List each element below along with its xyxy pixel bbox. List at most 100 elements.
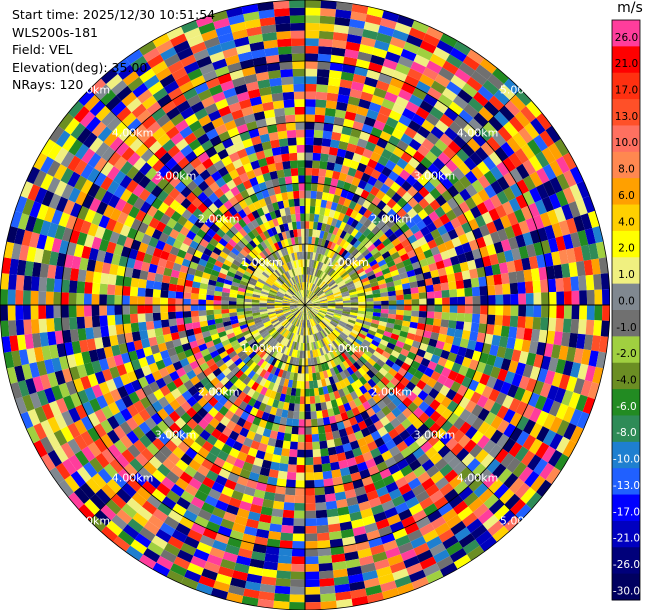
range-gate xyxy=(518,127,534,144)
range-gate xyxy=(302,282,305,290)
range-gate xyxy=(214,532,230,545)
range-gate xyxy=(196,228,207,239)
range-gate xyxy=(236,305,245,309)
range-gate xyxy=(301,290,304,298)
range-gate xyxy=(305,300,312,305)
range-gate xyxy=(365,14,382,26)
range-gate xyxy=(418,342,429,352)
start-time-label: Start time: 2025/12/30 10:51:54 xyxy=(12,7,216,22)
range-gate xyxy=(205,261,215,270)
range-gate xyxy=(138,278,147,289)
range-gate xyxy=(354,454,366,465)
range-gate xyxy=(543,252,554,267)
range-gate xyxy=(502,394,514,409)
range-gate xyxy=(401,213,412,224)
range-gate xyxy=(254,256,262,265)
range-gate xyxy=(266,62,281,72)
range-gate xyxy=(380,224,390,234)
range-gate xyxy=(369,366,379,376)
range-gate xyxy=(271,261,279,270)
range-gate xyxy=(111,344,121,357)
range-gate xyxy=(163,170,176,183)
range-gate xyxy=(89,398,102,413)
range-gate xyxy=(38,291,47,305)
range-gate xyxy=(269,339,277,347)
range-gate xyxy=(299,190,305,199)
range-gate xyxy=(187,168,200,181)
range-gate xyxy=(308,311,314,319)
range-gate xyxy=(141,384,154,397)
range-gate xyxy=(547,385,559,401)
range-gate xyxy=(393,324,402,331)
range-gate xyxy=(566,217,578,234)
range-gate xyxy=(305,510,317,519)
range-gate xyxy=(279,540,293,549)
range-gate xyxy=(16,259,27,276)
range-gate xyxy=(199,362,210,372)
range-gate xyxy=(358,43,375,55)
range-gate xyxy=(349,511,363,522)
range-gate xyxy=(305,38,319,47)
range-gate xyxy=(282,300,291,303)
range-gate xyxy=(161,476,176,491)
range-gate xyxy=(114,285,123,296)
range-gate xyxy=(96,347,107,361)
range-gate xyxy=(267,265,275,273)
range-gate xyxy=(87,373,99,387)
range-gate xyxy=(568,392,581,409)
range-gate xyxy=(434,235,445,247)
range-gate xyxy=(319,371,325,380)
range-gate xyxy=(486,221,498,234)
range-gate xyxy=(282,307,291,310)
range-gate xyxy=(524,316,534,329)
range-gate xyxy=(286,262,292,271)
range-gate xyxy=(330,331,338,339)
range-gate xyxy=(21,363,33,380)
range-gate xyxy=(364,76,379,88)
range-gate xyxy=(287,237,293,247)
range-gate xyxy=(18,244,30,261)
range-gate xyxy=(318,294,326,299)
range-gate xyxy=(176,549,194,563)
range-gate xyxy=(346,384,355,394)
range-gate xyxy=(322,264,328,272)
range-gate xyxy=(302,305,305,313)
range-gate xyxy=(307,350,311,359)
range-gate xyxy=(279,377,286,387)
range-gate xyxy=(170,434,183,447)
range-gate xyxy=(244,196,254,206)
range-gate xyxy=(373,297,382,302)
range-gate xyxy=(325,335,332,344)
range-gate xyxy=(394,502,409,514)
range-gate xyxy=(514,148,529,164)
range-gate xyxy=(237,240,246,249)
range-gate xyxy=(113,354,124,367)
range-gate xyxy=(301,244,305,252)
range-gate xyxy=(312,380,319,389)
range-gate xyxy=(359,130,371,142)
range-gate xyxy=(375,371,385,381)
range-gate xyxy=(129,458,144,473)
range-gate xyxy=(311,308,319,314)
range-gate xyxy=(105,499,122,515)
range-gate xyxy=(282,283,289,290)
range-gate xyxy=(239,540,255,552)
range-gate xyxy=(228,251,238,260)
range-gate xyxy=(174,180,187,193)
range-gate xyxy=(318,331,325,339)
range-gate xyxy=(562,152,577,170)
range-gate xyxy=(291,317,297,325)
range-gate xyxy=(428,262,438,272)
range-gate xyxy=(175,204,187,216)
range-gate xyxy=(323,287,331,293)
range-gate xyxy=(339,79,353,89)
range-gate xyxy=(275,23,291,32)
range-gate xyxy=(213,580,231,593)
range-gate xyxy=(305,183,312,191)
range-gate xyxy=(239,468,251,480)
range-gate xyxy=(161,326,171,336)
range-gate xyxy=(306,312,310,320)
range-gate xyxy=(331,272,339,280)
range-gate xyxy=(386,322,395,329)
range-gate xyxy=(452,205,464,218)
